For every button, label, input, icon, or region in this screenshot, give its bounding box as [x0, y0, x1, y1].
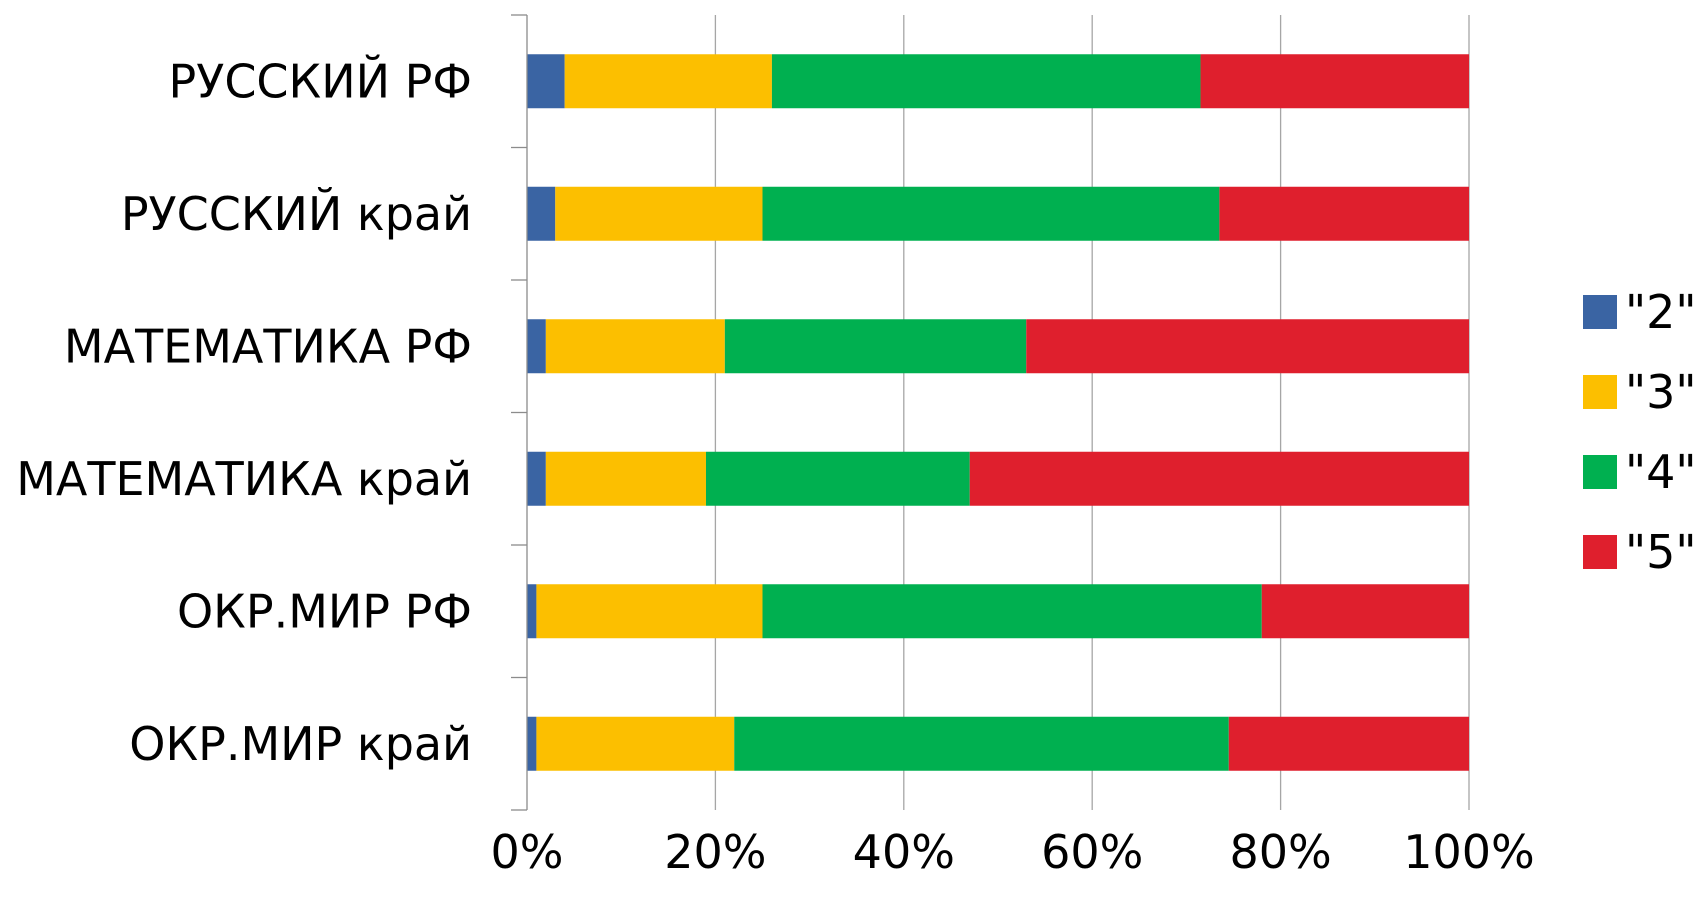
bar-segment	[527, 186, 556, 241]
x-tick-label: 100%	[1403, 825, 1535, 879]
bars	[527, 54, 1469, 771]
bar-segment	[527, 451, 546, 506]
category-label: РУССКИЙ край	[121, 187, 472, 241]
legend-swatch	[1583, 375, 1617, 409]
x-tick-label: 0%	[491, 825, 564, 879]
bar-segment	[527, 716, 537, 771]
legend: "2" "3" "4" "5"	[1583, 285, 1697, 579]
category-labels: РУССКИЙ РФ РУССКИЙ край МАТЕМАТИКА РФ МАТЕМ…	[16, 54, 472, 771]
bar-segment	[564, 54, 772, 109]
category-label: ОКР.МИР РФ	[177, 584, 472, 638]
legend-swatch	[1583, 295, 1617, 329]
bar-segment	[969, 451, 1469, 506]
bar-segment	[762, 584, 1262, 639]
category-label: РУССКИЙ РФ	[169, 54, 472, 108]
x-tick-label: 60%	[1041, 825, 1143, 879]
bar-segment	[1026, 319, 1469, 374]
bar-segment	[724, 319, 1027, 374]
bar-segment	[555, 186, 763, 241]
category-label: ОКР.МИР край	[129, 717, 472, 771]
category-label: МАТЕМАТИКА РФ	[64, 319, 472, 373]
legend-label: "3"	[1625, 365, 1697, 419]
bar-segment	[1219, 186, 1469, 241]
bar-segment	[527, 54, 565, 109]
x-tick-label: 40%	[853, 825, 955, 879]
bar-segment	[545, 319, 725, 374]
gridlines	[714, 15, 1470, 810]
bar-segment	[536, 716, 735, 771]
bar-segment	[762, 186, 1220, 241]
bar-segment	[1200, 54, 1469, 109]
bar-segment	[545, 451, 706, 506]
bar-segment	[734, 716, 1229, 771]
x-tick-label: 80%	[1229, 825, 1331, 879]
legend-swatch	[1583, 455, 1617, 489]
x-tick-label: 20%	[664, 825, 766, 879]
bar-segment	[527, 319, 546, 374]
bar-segment	[705, 451, 970, 506]
bar-segment	[536, 584, 763, 639]
legend-label: "5"	[1625, 525, 1697, 579]
legend-label: "2"	[1625, 285, 1697, 339]
bar-segment	[771, 54, 1201, 109]
bar-segment	[1261, 584, 1469, 639]
legend-label: "4"	[1625, 445, 1697, 499]
legend-swatch	[1583, 535, 1617, 569]
bar-segment	[527, 584, 537, 639]
x-tick-labels: 0% 20% 40% 60% 80% 100%	[491, 825, 1535, 879]
category-label: МАТЕМАТИКА край	[16, 452, 472, 506]
bar-segment	[1228, 716, 1469, 771]
axes	[511, 14, 528, 811]
